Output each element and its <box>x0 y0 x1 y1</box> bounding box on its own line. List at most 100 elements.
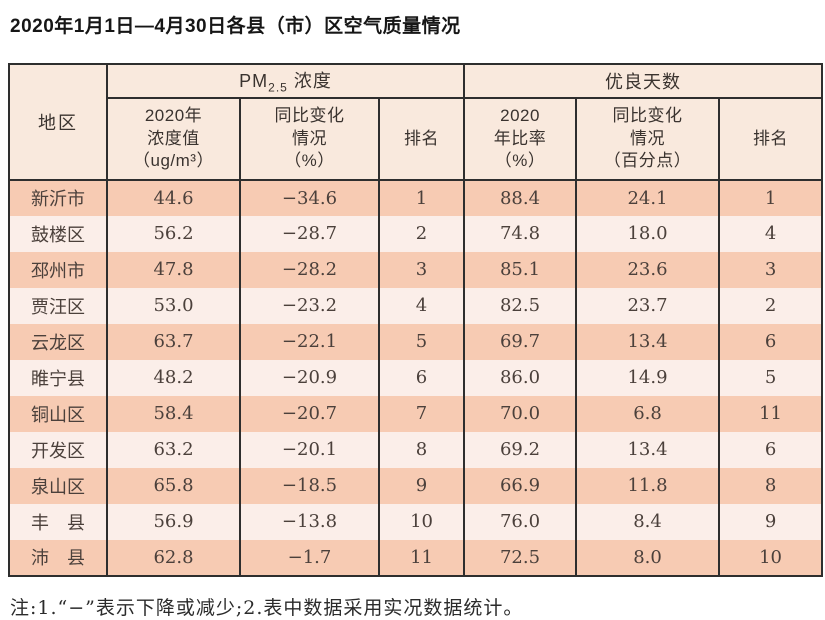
good-change-cell: 8.4 <box>575 503 720 540</box>
pm25-label-prefix: PM <box>239 70 269 91</box>
pm-rank-cell: 4 <box>377 287 465 324</box>
pm-rank-cell: 7 <box>377 395 465 432</box>
pm-rank-cell: 1 <box>377 179 465 216</box>
pm-change-cell: −34.6 <box>239 179 379 216</box>
pm-change-cell: −1.7 <box>239 539 379 576</box>
table-row: 开发区 63.2 −20.1 8 69.2 13.4 6 <box>8 431 823 468</box>
region-cell: 沛县 <box>8 539 107 576</box>
table-row: 邳州市 47.8 −28.2 3 85.1 23.6 3 <box>8 251 823 288</box>
good-change-cell: 14.9 <box>575 359 720 396</box>
pm-change-cell: −28.2 <box>239 251 379 288</box>
good-rank-cell: 8 <box>718 467 823 504</box>
good-change-cell: 13.4 <box>575 323 720 360</box>
air-quality-table: 地区 PM2.5 浓度 优良天数 2020年 浓度值 （ug/m³） 同比变化 … <box>8 62 824 577</box>
table-row: 鼓楼区 56.2 −28.7 2 74.8 18.0 4 <box>8 215 823 252</box>
col-header-good-change: 同比变化 情况 （百分点） <box>575 97 720 181</box>
good-ratio-cell: 69.2 <box>463 431 577 468</box>
col-header-good-ratio: 2020 年比率 （%） <box>463 97 577 181</box>
col-header-region: 地区 <box>8 63 107 181</box>
pm-rank-cell: 9 <box>377 467 465 504</box>
table-body: 新沂市 44.6 −34.6 1 88.4 24.1 1 鼓楼区 56.2 −2… <box>8 179 823 576</box>
pm-rank-cell: 10 <box>377 503 465 540</box>
good-ratio-cell: 72.5 <box>463 539 577 576</box>
pm-change-cell: −13.8 <box>239 503 379 540</box>
region-cell: 睢宁县 <box>8 359 107 396</box>
region-cell: 贾汪区 <box>8 287 107 324</box>
col-header-good-rank: 排名 <box>718 97 823 181</box>
pm-change-cell: −20.7 <box>239 395 379 432</box>
good-ratio-cell: 70.0 <box>463 395 577 432</box>
good-change-cell: 8.0 <box>575 539 720 576</box>
pm-value-cell: 48.2 <box>106 359 240 396</box>
pm-value-cell: 58.4 <box>106 395 240 432</box>
good-rank-cell: 10 <box>718 539 823 576</box>
pm-rank-cell: 6 <box>377 359 465 396</box>
pm-value-cell: 56.2 <box>106 215 240 252</box>
pm-value-cell: 63.2 <box>106 431 240 468</box>
good-ratio-cell: 88.4 <box>463 179 577 216</box>
good-ratio-cell: 74.8 <box>463 215 577 252</box>
good-ratio-cell: 76.0 <box>463 503 577 540</box>
sub-header-row: 2020年 浓度值 （ug/m³） 同比变化 情况 （%） 排名 2020 年比… <box>9 97 823 181</box>
pm-change-cell: −23.2 <box>239 287 379 324</box>
good-change-cell: 11.8 <box>575 467 720 504</box>
pm-change-cell: −20.9 <box>239 359 379 396</box>
region-cell: 铜山区 <box>8 395 107 432</box>
good-rank-cell: 3 <box>718 251 823 288</box>
pm-change-cell: −20.1 <box>239 431 379 468</box>
good-change-cell: 13.4 <box>575 431 720 468</box>
good-ratio-cell: 86.0 <box>463 359 577 396</box>
pm-value-cell: 47.8 <box>106 251 240 288</box>
pm-value-cell: 56.9 <box>106 503 240 540</box>
col-header-pm-change: 同比变化 情况 （%） <box>239 97 379 181</box>
region-cell: 泉山区 <box>8 467 107 504</box>
pm25-label-subscript: 2.5 <box>268 80 288 95</box>
pm-rank-cell: 8 <box>377 431 465 468</box>
col-group-pm25: PM2.5 浓度 <box>105 63 465 99</box>
region-cell: 鼓楼区 <box>8 215 107 252</box>
pm-value-cell: 44.6 <box>106 179 240 216</box>
good-rank-cell: 2 <box>718 287 823 324</box>
col-header-pm-rank: 排名 <box>377 97 465 181</box>
col-group-good-days: 优良天数 <box>463 63 823 99</box>
pm-value-cell: 65.8 <box>106 467 240 504</box>
good-rank-cell: 6 <box>718 323 823 360</box>
table-row: 泉山区 65.8 −18.5 9 66.9 11.8 8 <box>8 467 823 504</box>
good-change-cell: 6.8 <box>575 395 720 432</box>
pm25-label-suffix: 浓度 <box>287 70 332 91</box>
pm-change-cell: −22.1 <box>239 323 379 360</box>
table-header: 地区 PM2.5 浓度 优良天数 2020年 浓度值 （ug/m³） 同比变化 … <box>8 63 823 181</box>
region-cell: 新沂市 <box>8 179 107 216</box>
good-ratio-cell: 66.9 <box>463 467 577 504</box>
pm-change-cell: −28.7 <box>239 215 379 252</box>
group-header-row: 地区 PM2.5 浓度 优良天数 <box>8 63 823 181</box>
table-row: 丰县 56.9 −13.8 10 76.0 8.4 9 <box>8 503 823 540</box>
good-rank-cell: 11 <box>718 395 823 432</box>
table-row: 睢宁县 48.2 −20.9 6 86.0 14.9 5 <box>8 359 823 396</box>
table-row: 贾汪区 53.0 −23.2 4 82.5 23.7 2 <box>8 287 823 324</box>
pm-rank-cell: 5 <box>377 323 465 360</box>
footnote: 注:1.“−”表示下降或减少;2.表中数据采用实况数据统计。 <box>10 596 524 619</box>
table-row: 铜山区 58.4 −20.7 7 70.0 6.8 11 <box>8 395 823 432</box>
good-change-cell: 24.1 <box>575 179 720 216</box>
pm-rank-cell: 2 <box>377 215 465 252</box>
good-ratio-cell: 82.5 <box>463 287 577 324</box>
good-ratio-cell: 85.1 <box>463 251 577 288</box>
good-rank-cell: 1 <box>718 179 823 216</box>
table-row: 新沂市 44.6 −34.6 1 88.4 24.1 1 <box>8 179 823 216</box>
pm-rank-cell: 11 <box>377 539 465 576</box>
good-ratio-cell: 69.7 <box>463 323 577 360</box>
pm-rank-cell: 3 <box>377 251 465 288</box>
good-rank-cell: 9 <box>718 503 823 540</box>
pm-value-cell: 53.0 <box>106 287 240 324</box>
table-row: 沛县 62.8 −1.7 11 72.5 8.0 10 <box>8 539 823 576</box>
region-cell: 云龙区 <box>8 323 107 360</box>
good-change-cell: 18.0 <box>575 215 720 252</box>
region-cell: 丰县 <box>8 503 107 540</box>
pm-change-cell: −18.5 <box>239 467 379 504</box>
good-rank-cell: 6 <box>718 431 823 468</box>
pm-value-cell: 63.7 <box>106 323 240 360</box>
col-header-pm-value: 2020年 浓度值 （ug/m³） <box>106 97 240 181</box>
page-title: 2020年1月1日—4月30日各县（市）区空气质量情况 <box>10 16 461 37</box>
